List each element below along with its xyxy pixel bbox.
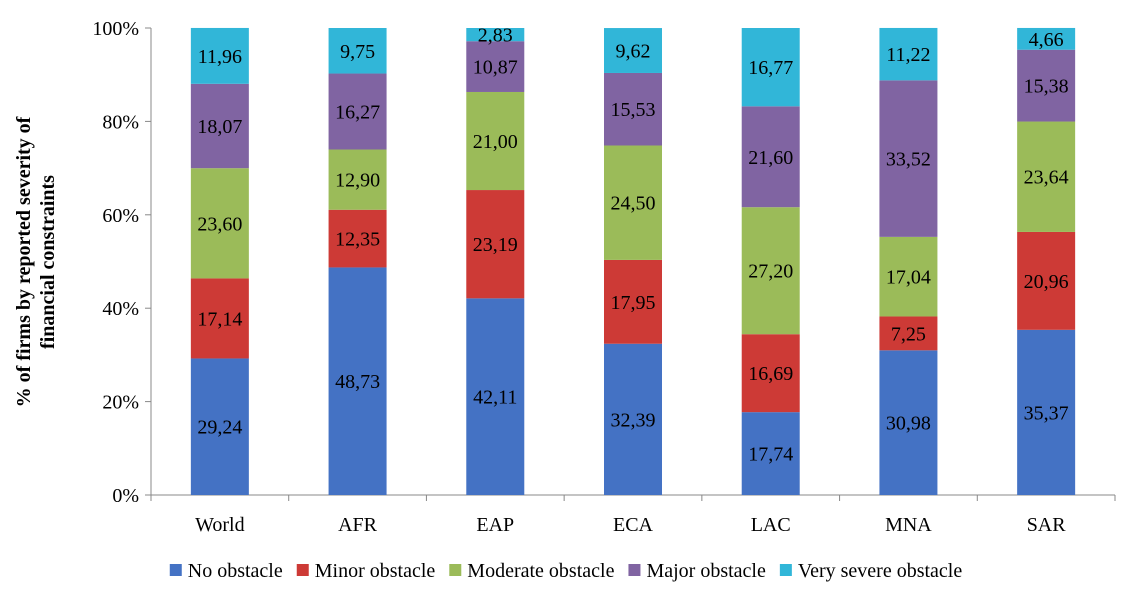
x-tick-label: World — [195, 514, 245, 536]
data-label: 18,07 — [197, 116, 242, 138]
data-label: 11,96 — [198, 46, 242, 68]
x-tick-label: EAP — [476, 514, 514, 536]
x-tick-label: MNA — [885, 514, 932, 536]
x-tick-label: SAR — [1027, 514, 1067, 536]
bar-segment — [190, 278, 249, 359]
bar-segment — [741, 334, 800, 413]
data-label: 23,64 — [1024, 167, 1069, 189]
data-label: 27,20 — [748, 261, 793, 283]
legend-label: No obstacle — [188, 560, 283, 582]
data-label: 35,37 — [1024, 402, 1069, 424]
bar-segment — [466, 91, 525, 191]
bar-segment — [328, 73, 387, 150]
data-label: 17,95 — [611, 292, 656, 314]
data-label: 17,14 — [197, 308, 242, 330]
bar-segment — [604, 259, 662, 344]
x-tick-label: AFR — [338, 514, 378, 536]
y-tick-label: 60% — [102, 205, 139, 227]
x-tick-label: LAC — [751, 514, 791, 536]
data-label: 32,39 — [611, 409, 656, 431]
bar-segment — [741, 28, 800, 107]
data-label: 21,00 — [473, 131, 518, 153]
bar-segment — [190, 83, 249, 169]
bar-segment — [879, 80, 938, 237]
legend-swatch — [628, 564, 641, 576]
bar-segment — [604, 145, 662, 260]
data-label: 20,96 — [1024, 271, 1069, 293]
bar-segment — [328, 267, 387, 495]
bar-segment — [1017, 329, 1076, 495]
bar-segment — [604, 28, 662, 73]
data-label: 15,53 — [611, 99, 656, 121]
bar-segment — [741, 412, 800, 495]
data-label: 15,38 — [1024, 76, 1069, 98]
bar-segment — [604, 343, 662, 495]
bar-segment — [879, 236, 938, 317]
bar-segment — [466, 28, 525, 42]
bar-segment — [190, 168, 249, 279]
bar-segment — [466, 298, 525, 495]
legend: No obstacle Minor obstacle Moderate obstac… — [169, 560, 962, 582]
bar-segment — [741, 207, 800, 335]
data-label: 11,22 — [886, 44, 930, 66]
data-label: 30,98 — [886, 413, 931, 435]
data-label: 23,60 — [197, 213, 242, 235]
bar-segment — [1017, 27, 1076, 50]
bar-segment — [741, 106, 800, 208]
x-tick-label: ECA — [613, 514, 654, 536]
legend-swatch — [779, 564, 792, 576]
plot-area: 0% 20% 40% 60% 80% 100% 29,24 17,14 23,60 18,07 11… — [92, 18, 1116, 536]
data-label: 4,66 — [1029, 29, 1064, 51]
data-label: 16,77 — [748, 57, 793, 79]
legend-label: Minor obstacle — [315, 560, 436, 582]
bar-segment — [328, 149, 387, 210]
bar-segment — [1017, 121, 1076, 232]
bar-segment — [328, 209, 387, 268]
bar-segment — [190, 27, 249, 84]
legend-label: Moderate obstacle — [467, 560, 614, 582]
y-axis-label-line-1: % of firms by reported severity of — [13, 116, 35, 407]
bar-segment — [879, 316, 938, 351]
data-label: 23,19 — [473, 234, 518, 256]
legend-label: Very severe obstacle — [798, 560, 962, 582]
y-tick-label: 20% — [102, 392, 139, 414]
y-tick-label: 0% — [112, 485, 139, 507]
data-label: 9,75 — [340, 41, 375, 63]
data-label: 12,35 — [335, 229, 380, 251]
data-label: 48,73 — [335, 371, 380, 393]
bar-segment — [190, 358, 249, 495]
bar-segment — [466, 41, 525, 92]
data-label: 29,24 — [197, 417, 242, 439]
legend-swatch — [169, 564, 182, 576]
legend-label: Major obstacle — [646, 560, 766, 582]
bar-segment — [1017, 231, 1076, 330]
data-label: 16,27 — [335, 102, 380, 124]
data-label: 17,04 — [886, 267, 931, 289]
y-axis-label-line-2: financial constraints — [37, 175, 59, 349]
legend-swatch — [449, 564, 462, 576]
data-label: 12,90 — [335, 170, 380, 192]
data-label: 33,52 — [886, 149, 931, 171]
bar-segment — [328, 28, 387, 74]
data-label: 7,25 — [891, 323, 926, 345]
data-label: 10,87 — [473, 57, 518, 79]
data-label: 9,62 — [616, 41, 651, 63]
data-label: 2,83 — [478, 25, 513, 47]
data-label: 16,69 — [748, 363, 793, 385]
bar-segment — [1017, 49, 1076, 122]
bar-segment — [879, 27, 938, 81]
data-label: 24,50 — [611, 193, 656, 215]
bar-segment — [879, 350, 938, 495]
data-label: 21,60 — [748, 147, 793, 169]
legend-swatch — [296, 564, 309, 576]
bar-segment — [604, 72, 662, 146]
data-label: 17,74 — [748, 444, 793, 466]
y-tick-label: 80% — [102, 111, 139, 133]
y-tick-label: 100% — [92, 18, 139, 40]
data-label: 42,11 — [473, 387, 517, 409]
bar-segment — [466, 190, 525, 299]
y-tick-label: 40% — [102, 298, 139, 320]
